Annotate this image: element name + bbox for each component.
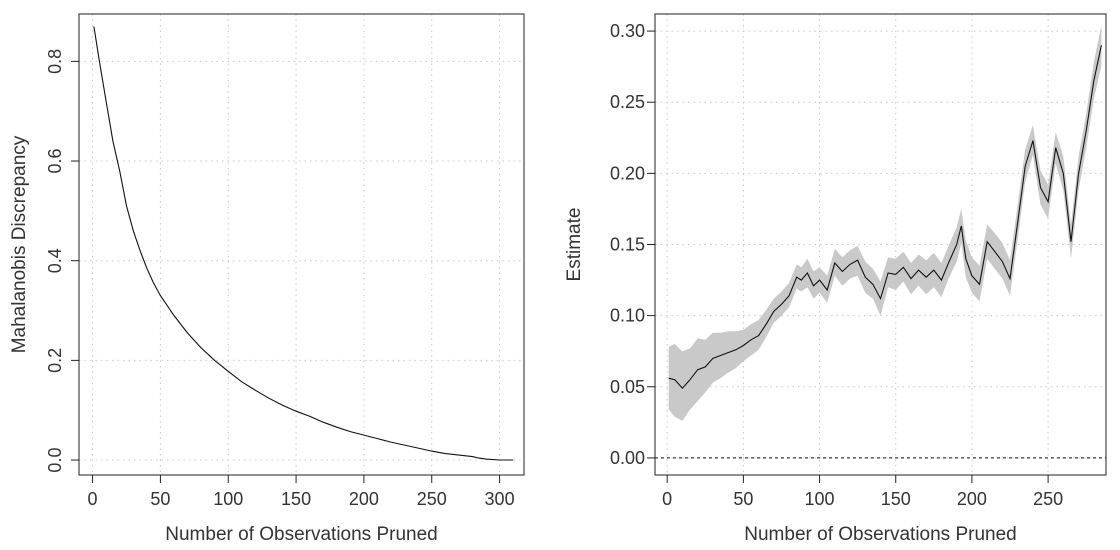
right-chart-panel: 0 50 100 150 200 250 0.00 0.05 0.10 0.15 0.20 0.25 0… — [564, 13, 1107, 545]
left-x-tick-label-6: 300 — [485, 489, 515, 509]
left-plot-area — [93, 26, 514, 461]
right-x-tick-label-0: 0 — [662, 489, 672, 509]
right-y-tick-label-0: 0.00 — [610, 448, 645, 468]
right-y-axis-label: Estimate — [564, 208, 585, 282]
right-x-tick-label-2: 100 — [805, 489, 835, 509]
left-x-tick-label-5: 250 — [417, 489, 447, 509]
left-chart-panel: 0 50 100 150 200 250 300 0.0 0.2 0.4 0.6 0.8 Number … — [9, 13, 525, 545]
left-plot-frame — [78, 13, 525, 476]
left-y-tick-label-2: 0.4 — [45, 248, 65, 273]
left-x-tick-label-3: 150 — [281, 489, 311, 509]
left-series-line-0 — [93, 26, 514, 461]
right-y-tick-label-4: 0.20 — [610, 163, 645, 183]
left-y-tick-label-1: 0.2 — [45, 348, 65, 373]
left-x-tick-label-0: 0 — [88, 489, 98, 509]
left-y-tick-label-4: 0.8 — [45, 49, 65, 74]
left-y-tick-label-3: 0.6 — [45, 149, 65, 174]
right-x-tick-label-1: 50 — [733, 489, 753, 509]
right-y-tick-label-5: 0.25 — [610, 92, 645, 112]
right-plot-area — [655, 25, 1106, 459]
left-x-tick-label-4: 200 — [349, 489, 379, 509]
right-x-axis-label: Number of Observations Pruned — [744, 524, 1016, 545]
right-y-tick-label-3: 0.15 — [610, 235, 645, 255]
right-x-tick-label-5: 250 — [1033, 489, 1063, 509]
right-confidence-band — [668, 25, 1102, 421]
left-x-tick-label-2: 100 — [213, 489, 243, 509]
right-series-line-0 — [668, 45, 1102, 390]
right-y-tick-label-6: 0.30 — [610, 21, 645, 41]
right-x-tick-label-3: 150 — [881, 489, 911, 509]
left-x-axis-label: Number of Observations Pruned — [165, 524, 437, 545]
left-x-tick-label-1: 50 — [150, 489, 170, 509]
right-y-tick-label-1: 0.05 — [610, 377, 645, 397]
left-y-axis-label: Mahalanobis Discrepancy — [9, 135, 30, 353]
left-y-tick-label-0: 0.0 — [45, 448, 65, 473]
right-x-tick-label-4: 200 — [957, 489, 987, 509]
right-y-tick-label-2: 0.10 — [610, 306, 645, 326]
